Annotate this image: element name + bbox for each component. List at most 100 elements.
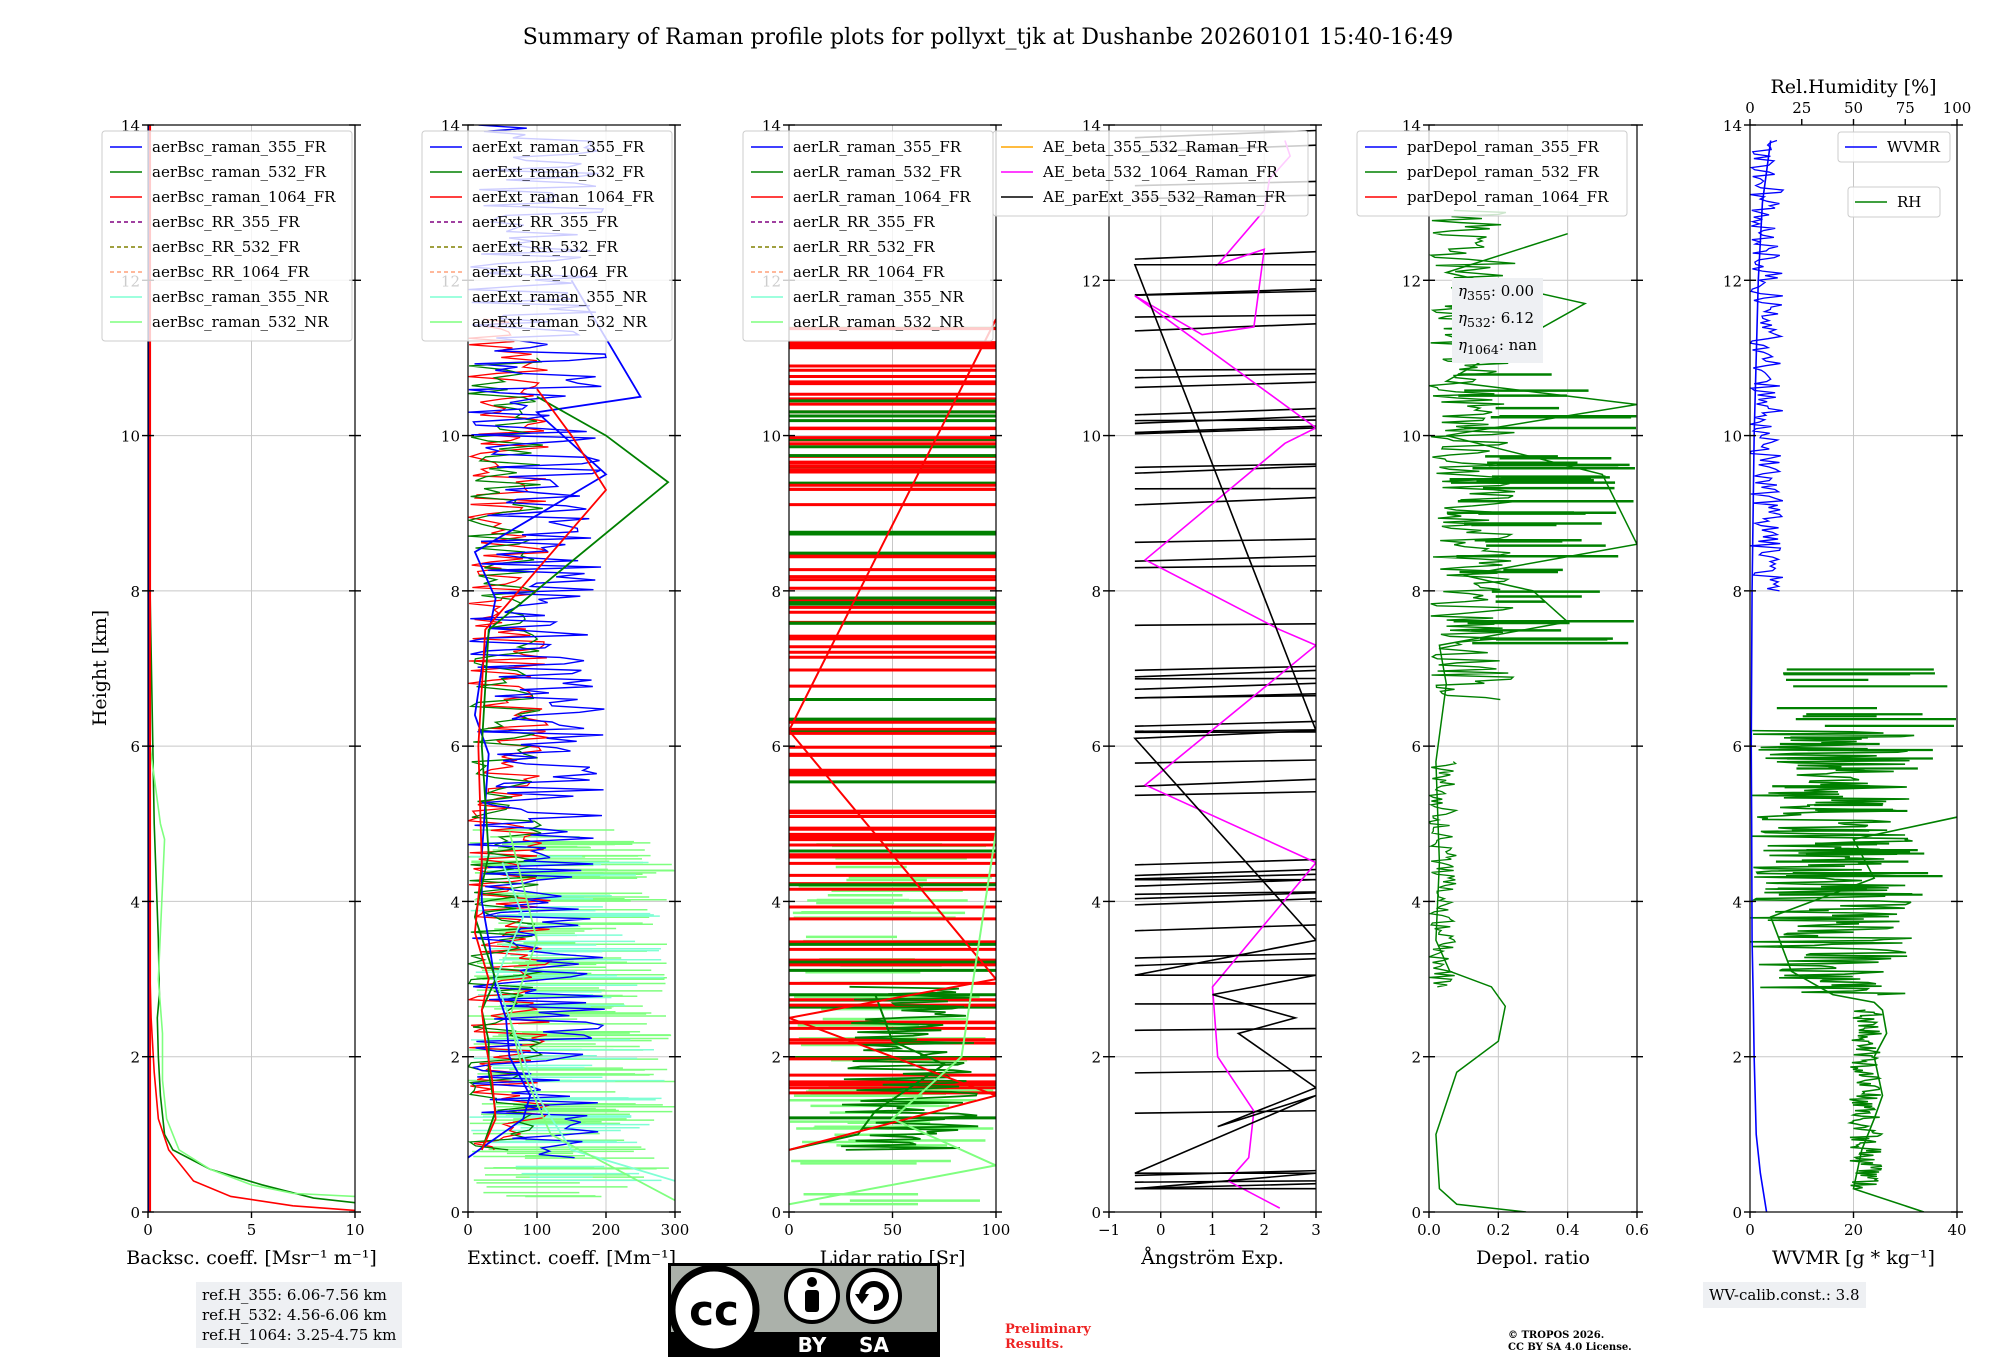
ae-ytick-label: 8 <box>1091 583 1101 601</box>
depol-ytick-label: 6 <box>1411 738 1421 756</box>
ae-parExt-jump <box>1134 759 1316 764</box>
rh-xtick-label: 25 <box>1792 99 1811 117</box>
wv-ytick-label: 8 <box>1732 583 1742 601</box>
legend-entry-aerExt_raman_1064_FR: aerExt_raman_1064_FR <box>472 188 654 206</box>
bsc-ytick-label: 8 <box>130 583 140 601</box>
ae-parExt-jump <box>1134 858 1316 866</box>
ae-parExt-jump <box>1134 372 1316 379</box>
y-axis-label: Height [km] <box>89 610 111 726</box>
series-aerExt_raman_532_FR <box>473 395 670 1151</box>
by-label: BY <box>798 1333 827 1357</box>
legend-entry-aerExt_raman_355_NR: aerExt_raman_355_NR <box>472 288 648 306</box>
legend-entry-RH: RH <box>1897 193 1921 211</box>
ae-parExt-jump <box>1134 957 1316 967</box>
panels: 024681012140510Backsc. coeff. [Msr⁻¹ m⁻¹… <box>89 76 1971 1269</box>
ext-legend: aerExt_raman_355_FR aerExt_raman_532_FRae… <box>421 130 673 342</box>
ext-ytick-label: 0 <box>450 1204 460 1222</box>
ae-parExt-jump <box>1134 873 1316 880</box>
ae-parExt-jump <box>1134 314 1316 318</box>
ae-parExt-jump <box>1134 427 1316 435</box>
ae-legend: AE_beta_355_532_Raman_FR AE_beta_532_1064… <box>992 130 1309 217</box>
cc-by-sa-badge: cc BY SA <box>668 1263 940 1357</box>
depol-ytick-label: 8 <box>1411 583 1421 601</box>
ae-parExt-jump <box>1134 463 1316 469</box>
ae-xlabel: Ångström Exp. <box>1140 1247 1284 1269</box>
depol-ytick-label: 10 <box>1402 428 1421 446</box>
ae-parExt-jump <box>1134 694 1316 699</box>
panel-ext: 024681012140100200300Extinct. coeff. [Mm… <box>421 117 689 1269</box>
panel-bsc: 024681012140510Backsc. coeff. [Msr⁻¹ m⁻¹… <box>101 117 377 1269</box>
ae-xtick-label: 0 <box>1156 1221 1166 1239</box>
ae-parExt-jump <box>1134 952 1316 959</box>
ae-parExt-jump <box>1134 381 1316 389</box>
ref-height-532: ref.H_532: 4.56-6.06 km <box>202 1306 387 1324</box>
depol-532-noise-low <box>1429 761 1459 988</box>
ext-xlabel: Extinct. coeff. [Mm⁻¹] <box>467 1247 676 1269</box>
depol-xlabel: Depol. ratio <box>1476 1247 1590 1269</box>
ext-xtick-label: 200 <box>592 1221 621 1239</box>
series-parDepol_raman_532_FR <box>1435 232 1637 1212</box>
wv-xtick-label: 0 <box>1745 1221 1755 1239</box>
lr-legend-frame <box>742 130 994 342</box>
lr-ytick-label: 10 <box>762 428 781 446</box>
ae-xtick-label: −1 <box>1098 1221 1120 1239</box>
depol-frame <box>1428 124 1638 1213</box>
figure-title: Summary of Raman profile plots for polly… <box>523 25 1454 50</box>
ae-parExt-jump <box>1134 425 1316 434</box>
legend-entry-aerLR_RR_1064_FR: aerLR_RR_1064_FR <box>793 263 945 281</box>
ext-frame <box>467 124 676 1213</box>
legend-entry-aerBsc_RR_355_FR: aerBsc_RR_355_FR <box>152 213 300 231</box>
ext-ytick-label: 6 <box>450 738 460 756</box>
ae-xtick-label: 2 <box>1259 1221 1269 1239</box>
preliminary-note: Preliminary Results. <box>1005 1322 1091 1352</box>
ae-plot-area <box>1109 125 1316 1212</box>
lr-xtick-label: 0 <box>784 1221 794 1239</box>
legend-entry-aerExt_RR_355_FR: aerExt_RR_355_FR <box>472 213 619 231</box>
depol-xtick-label: 0.0 <box>1417 1221 1441 1239</box>
legend-entry-aerBsc_RR_532_FR: aerBsc_RR_532_FR <box>152 238 300 256</box>
legend-entry-aerBsc_raman_532_FR: aerBsc_raman_532_FR <box>152 163 327 181</box>
ae-parExt-jump <box>1134 407 1316 416</box>
ae-parExt-jump <box>1134 368 1316 371</box>
ext-ytick-label: 4 <box>450 893 460 911</box>
ae-ytick-label: 2 <box>1091 1049 1101 1067</box>
ae-parExt-jump <box>1134 564 1316 569</box>
depol-ytick-label: 12 <box>1402 272 1421 290</box>
ae-xtick-label: 1 <box>1208 1221 1218 1239</box>
wv-ytick-label: 0 <box>1732 1204 1742 1222</box>
wv-plot-area <box>1750 125 1957 1212</box>
ae-parExt-jump <box>1134 891 1316 896</box>
wvmr-legend-frame <box>1837 131 1951 163</box>
ae-parExt-jump <box>1134 465 1316 475</box>
legend-entry-AE_beta_355_532_Raman_FR: AE_beta_355_532_Raman_FR <box>1042 138 1269 156</box>
lr-plot-area <box>789 125 996 1212</box>
ae-parExt-jump <box>1134 720 1316 728</box>
wv-rh-noise-low <box>1846 1009 1884 1190</box>
ext-plot-area <box>468 125 675 1212</box>
ae-ytick-label: 4 <box>1091 893 1101 911</box>
legend-entry-WVMR: WVMR <box>1887 138 1941 156</box>
bsc-ytick-label: 0 <box>130 1204 140 1222</box>
ref-height-355: ref.H_355: 6.06-7.56 km <box>202 1286 387 1304</box>
series-WVMR <box>1750 140 1772 1212</box>
ae-parExt-jump <box>1134 1069 1316 1074</box>
legend-entry-aerLR_RR_355_FR: aerLR_RR_355_FR <box>793 213 935 231</box>
ae-parExt-jump <box>1134 729 1316 733</box>
depol-xtick-label: 0.4 <box>1556 1221 1580 1239</box>
lr-ytick-label: 4 <box>771 893 781 911</box>
wv-ytick-label: 4 <box>1732 893 1742 911</box>
wv-ytick-label: 2 <box>1732 1049 1742 1067</box>
ae-ytick-label: 12 <box>1082 272 1101 290</box>
depol-ytick-label: 0 <box>1411 1204 1421 1222</box>
legend-entry-aerExt_RR_532_FR: aerExt_RR_532_FR <box>472 238 619 256</box>
ae-parExt-jump <box>1134 778 1316 788</box>
ae-parExt-jump <box>1134 1027 1316 1032</box>
depol-ytick-label: 4 <box>1411 893 1421 911</box>
bsc-xtick-label: 5 <box>247 1221 257 1239</box>
sa-share-icon <box>846 1268 902 1324</box>
bsc-legend: aerBsc_raman_355_FR aerBsc_raman_532_FRae… <box>101 130 353 342</box>
lr-ytick-label: 8 <box>771 583 781 601</box>
